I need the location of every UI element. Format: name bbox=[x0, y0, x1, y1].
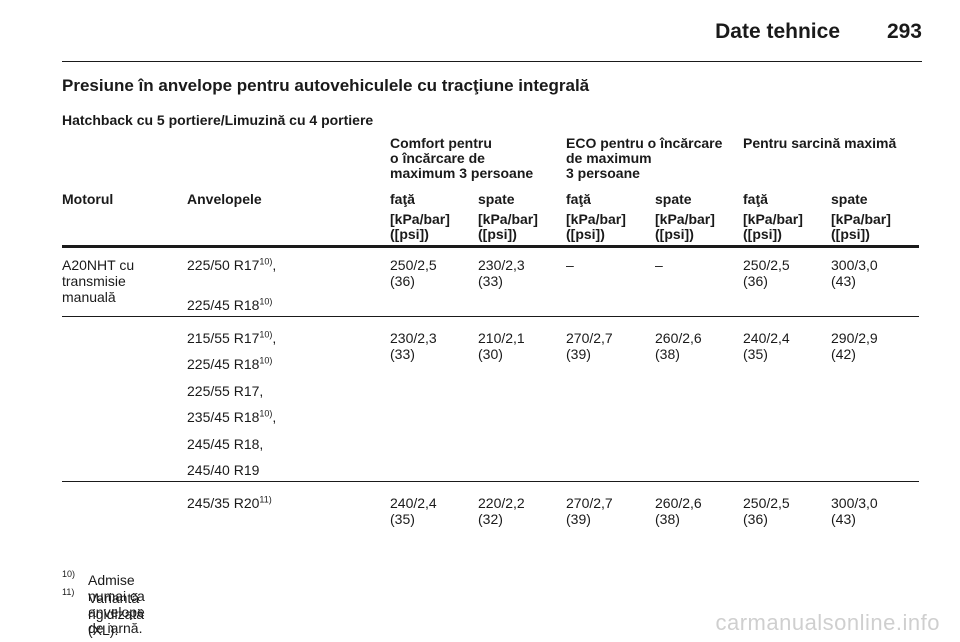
pressure-value: 300/3,0 bbox=[831, 257, 878, 273]
group-header-2-line-2: de maximum bbox=[566, 150, 652, 166]
pressure-value-psi: (43) bbox=[831, 273, 856, 289]
unit-label: [kPa/bar] bbox=[831, 211, 891, 227]
column-header-5: faţă bbox=[566, 191, 591, 207]
pressure-value-psi: (39) bbox=[566, 511, 591, 527]
pressure-value-psi: (30) bbox=[478, 346, 503, 362]
unit-label: [kPa/bar] bbox=[743, 211, 803, 227]
watermark: carmanualsonline.info bbox=[715, 610, 940, 635]
pressure-value-psi: (35) bbox=[743, 346, 768, 362]
group-header-2-line-3: 3 persoane bbox=[566, 165, 640, 181]
pressure-value: 270/2,7 bbox=[566, 330, 613, 346]
pressure-value-psi: (38) bbox=[655, 511, 680, 527]
pressure-value-psi: (38) bbox=[655, 346, 680, 362]
column-header-6: spate bbox=[655, 191, 692, 207]
pressure-value: 290/2,9 bbox=[831, 330, 878, 346]
pressure-value: 250/2,5 bbox=[743, 495, 790, 511]
pressure-value: 220/2,2 bbox=[478, 495, 525, 511]
tyre-size: 225/55 R17, bbox=[187, 382, 264, 399]
pressure-value-psi: (36) bbox=[743, 273, 768, 289]
footnote-mark: 10) bbox=[62, 569, 76, 579]
unit-label: [kPa/bar] bbox=[566, 211, 626, 227]
column-header-1: Motorul bbox=[62, 191, 114, 207]
header-rule bbox=[62, 61, 922, 62]
tyre-size: 245/45 R18, bbox=[187, 435, 264, 452]
pressure-value-psi: (36) bbox=[390, 273, 415, 289]
unit-label: [kPa/bar] bbox=[390, 211, 450, 227]
footnote-ref: 10) bbox=[259, 296, 273, 307]
pressure-value-psi: (35) bbox=[390, 511, 415, 527]
column-header-2: Anvelopele bbox=[187, 191, 262, 207]
pressure-value: – bbox=[566, 257, 574, 273]
tyre-size: 225/45 R1810) bbox=[187, 355, 273, 373]
group-header-1-line-3: maximum 3 persoane bbox=[390, 165, 534, 181]
pressure-value: 230/2,3 bbox=[390, 330, 437, 346]
group-header-2-line-1: ECO pentru o încărcare bbox=[566, 135, 723, 151]
unit-label: [kPa/bar] bbox=[655, 211, 715, 227]
section-title: Date tehnice bbox=[715, 20, 840, 43]
footnote-mark: 11) bbox=[62, 587, 75, 597]
pressure-value: 230/2,3 bbox=[478, 257, 525, 273]
pressure-value-psi: (33) bbox=[390, 346, 415, 362]
unit-label-psi: ([psi]) bbox=[478, 226, 517, 242]
pressure-value: 210/2,1 bbox=[478, 330, 525, 346]
column-header-4: spate bbox=[478, 191, 515, 207]
row-separator bbox=[62, 316, 919, 317]
footnote-text: Variantă rigidizată (XL). bbox=[88, 590, 145, 638]
unit-label-psi: ([psi]) bbox=[655, 226, 694, 242]
group-header-1-line-1: Comfort pentru bbox=[390, 135, 492, 151]
pressure-value: 240/2,4 bbox=[390, 495, 437, 511]
footnote-ref: 10) bbox=[259, 408, 273, 419]
pressure-value: – bbox=[655, 257, 663, 273]
unit-label-psi: ([psi]) bbox=[390, 226, 429, 242]
page-number: 293 bbox=[886, 20, 922, 43]
pressure-value-psi: (36) bbox=[743, 511, 768, 527]
sub-heading: Hatchback cu 5 portiere/Limuzină cu 4 po… bbox=[62, 112, 374, 128]
engine-cell-line-1: A20NHT cu bbox=[62, 257, 135, 273]
group-header-1-line-2: o încărcare de bbox=[390, 150, 485, 166]
pressure-value: 250/2,5 bbox=[390, 257, 437, 273]
pressure-value: 270/2,7 bbox=[566, 495, 613, 511]
unit-label-psi: ([psi]) bbox=[743, 226, 782, 242]
pressure-value-psi: (33) bbox=[478, 273, 503, 289]
tyre-size: 225/45 R1810) bbox=[187, 296, 273, 313]
tyre-size: 215/55 R1710), bbox=[187, 329, 277, 346]
group-header-3-line-1: Pentru sarcină maximă bbox=[743, 135, 897, 151]
tyre-size: 225/50 R1710), bbox=[187, 256, 277, 273]
footnote-ref: 10) bbox=[259, 355, 273, 366]
footnote-ref: 10) bbox=[259, 329, 273, 340]
column-header-3: faţă bbox=[390, 191, 415, 207]
row-separator bbox=[62, 481, 919, 482]
pressure-value: 300/3,0 bbox=[831, 495, 878, 511]
unit-label-psi: ([psi]) bbox=[831, 226, 870, 242]
pressure-value: 260/2,6 bbox=[655, 330, 702, 346]
pressure-value-psi: (32) bbox=[478, 511, 503, 527]
column-header-8: spate bbox=[831, 191, 868, 207]
pressure-value-psi: (39) bbox=[566, 346, 591, 362]
header-rule bbox=[62, 245, 919, 248]
footnote-text: Admise numai ca anvelope de iarnă. bbox=[88, 572, 145, 636]
page-header: Date tehnice 293 bbox=[0, 0, 960, 62]
engine-cell-line-3: manuală bbox=[62, 289, 116, 305]
footnote-ref: 10) bbox=[259, 256, 273, 267]
pressure-value: 240/2,4 bbox=[743, 330, 790, 346]
engine-cell-line-2: transmisie bbox=[62, 273, 126, 289]
pressure-value: 260/2,6 bbox=[655, 495, 702, 511]
unit-label-psi: ([psi]) bbox=[566, 226, 605, 242]
tyre-size: 245/40 R19 bbox=[187, 462, 260, 478]
footnote-ref: 11) bbox=[259, 494, 272, 505]
tyre-size: 235/45 R1810), bbox=[187, 408, 277, 426]
tyre-size: 245/35 R2011) bbox=[187, 494, 272, 511]
unit-label: [kPa/bar] bbox=[478, 211, 538, 227]
pressure-value-psi: (42) bbox=[831, 346, 856, 362]
pressure-value-psi: (43) bbox=[831, 511, 856, 527]
column-header-7: faţă bbox=[743, 191, 768, 207]
pressure-value: 250/2,5 bbox=[743, 257, 790, 273]
main-heading: Presiune în anvelope pentru autovehicule… bbox=[62, 76, 590, 95]
